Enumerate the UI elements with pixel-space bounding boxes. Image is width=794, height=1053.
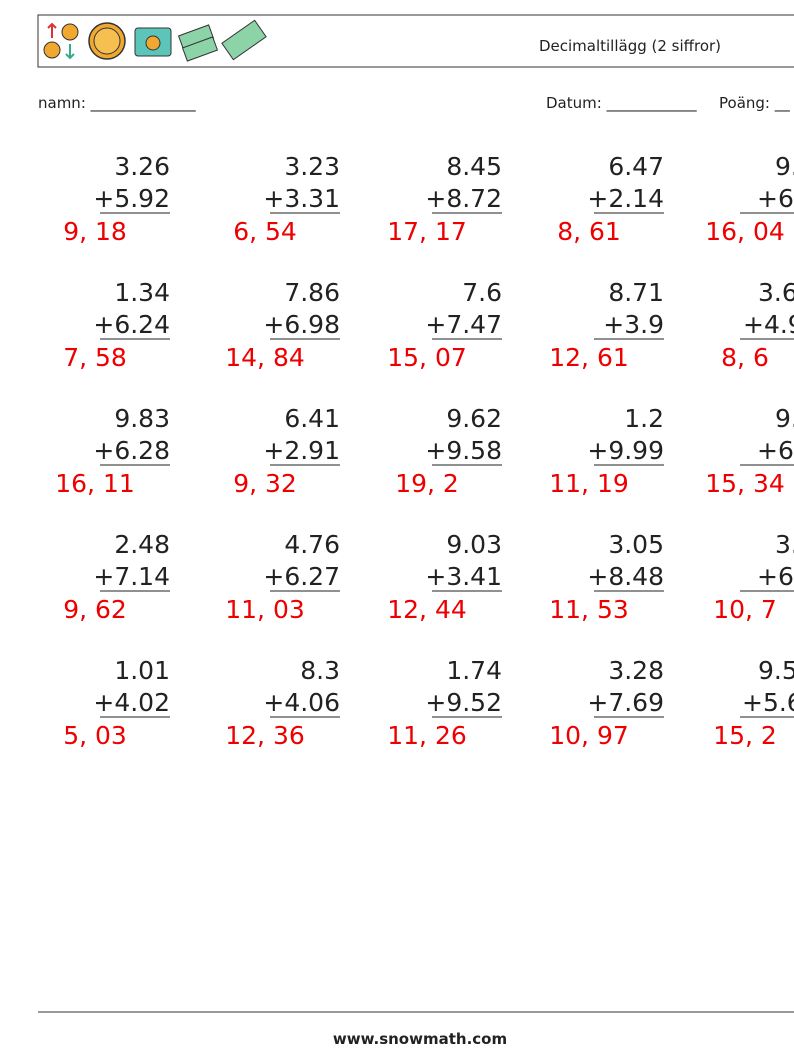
addend: 8.71	[608, 278, 664, 307]
answer: 11, 26	[387, 721, 467, 750]
answer: 16, 11	[55, 469, 135, 498]
addend: +6.	[757, 184, 794, 213]
addend: +7.14	[93, 562, 170, 591]
answer: 15, 2	[713, 721, 777, 750]
addend: +6.28	[93, 436, 170, 465]
addend: 9.5	[758, 656, 794, 685]
addend: +6.24	[93, 310, 170, 339]
addend: +6.27	[263, 562, 340, 591]
name-field: namn: ______________	[38, 94, 196, 113]
addend: +2.91	[263, 436, 340, 465]
problems: 3.26 +5.92 9, 18 3.23 +3.31 6, 54 8.45 +8.72 17,…	[55, 152, 794, 750]
addend: 9.62	[446, 404, 502, 433]
answer: 12, 61	[549, 343, 629, 372]
addend: +9.99	[587, 436, 664, 465]
addend: +9.52	[425, 688, 502, 717]
answer: 9, 18	[63, 217, 127, 246]
date-field: Datum: ____________	[546, 94, 697, 113]
answer: 6, 54	[233, 217, 297, 246]
addend: +5.6	[742, 688, 794, 717]
answer: 9, 32	[233, 469, 297, 498]
addend: +2.14	[587, 184, 664, 213]
addend: 3.26	[114, 152, 170, 181]
addend: 3.23	[284, 152, 340, 181]
answer: 8, 6	[721, 343, 769, 372]
answer: 11, 19	[549, 469, 629, 498]
answer: 5, 03	[63, 721, 127, 750]
addend: +3.31	[263, 184, 340, 213]
answer: 7, 58	[63, 343, 127, 372]
addend: 9.	[775, 152, 794, 181]
answer: 10, 97	[549, 721, 629, 750]
title: Decimaltillägg (2 siffror)	[539, 37, 721, 55]
addend: +8.72	[425, 184, 502, 213]
answer: 17, 17	[387, 217, 467, 246]
addend: 8.45	[446, 152, 502, 181]
addend: 3.28	[608, 656, 664, 685]
addend: +3.41	[425, 562, 502, 591]
addend: +4.02	[93, 688, 170, 717]
header-box	[37, 14, 794, 68]
addend: 2.48	[114, 530, 170, 559]
addend: +9.58	[425, 436, 502, 465]
score-field: Poäng: __	[719, 94, 790, 113]
answer: 16, 04	[705, 217, 785, 246]
addend: 7.6	[462, 278, 502, 307]
addend: +7.47	[425, 310, 502, 339]
addend: +6.	[757, 436, 794, 465]
footer: www.snowmath.com	[333, 1030, 507, 1048]
addend: 9.03	[446, 530, 502, 559]
addend: 3.	[775, 530, 794, 559]
answer: 8, 61	[557, 217, 621, 246]
addend: +3.9	[603, 310, 664, 339]
answer: 9, 62	[63, 595, 127, 624]
answer: 19, 2	[395, 469, 459, 498]
addend: 3.6	[758, 278, 794, 307]
answer: 15, 07	[387, 343, 467, 372]
addend: 9.	[775, 404, 794, 433]
addend: 1.01	[114, 656, 170, 685]
answer: 12, 36	[225, 721, 305, 750]
answer: 15, 34	[705, 469, 785, 498]
addend: 6.47	[608, 152, 664, 181]
addend: +5.92	[93, 184, 170, 213]
answer: 12, 44	[387, 595, 467, 624]
addend: 7.86	[284, 278, 340, 307]
addend: 1.2	[624, 404, 664, 433]
addend: 1.74	[446, 656, 502, 685]
addend: 4.76	[284, 530, 340, 559]
answer: 11, 53	[549, 595, 629, 624]
addend: +4.9	[743, 310, 794, 339]
addend: +4.06	[263, 688, 340, 717]
addend: 9.83	[114, 404, 170, 433]
addend: 1.34	[114, 278, 170, 307]
answer: 11, 03	[225, 595, 305, 624]
addend: +6.	[757, 562, 794, 591]
addend: +6.98	[263, 310, 340, 339]
answer: 14, 84	[225, 343, 305, 372]
header-icons	[43, 19, 267, 62]
addend: +7.69	[587, 688, 664, 717]
answer: 10, 7	[713, 595, 777, 624]
addend: 6.41	[284, 404, 340, 433]
addend: 3.05	[608, 530, 664, 559]
addend: +8.48	[587, 562, 664, 591]
addend: 8.3	[300, 656, 340, 685]
